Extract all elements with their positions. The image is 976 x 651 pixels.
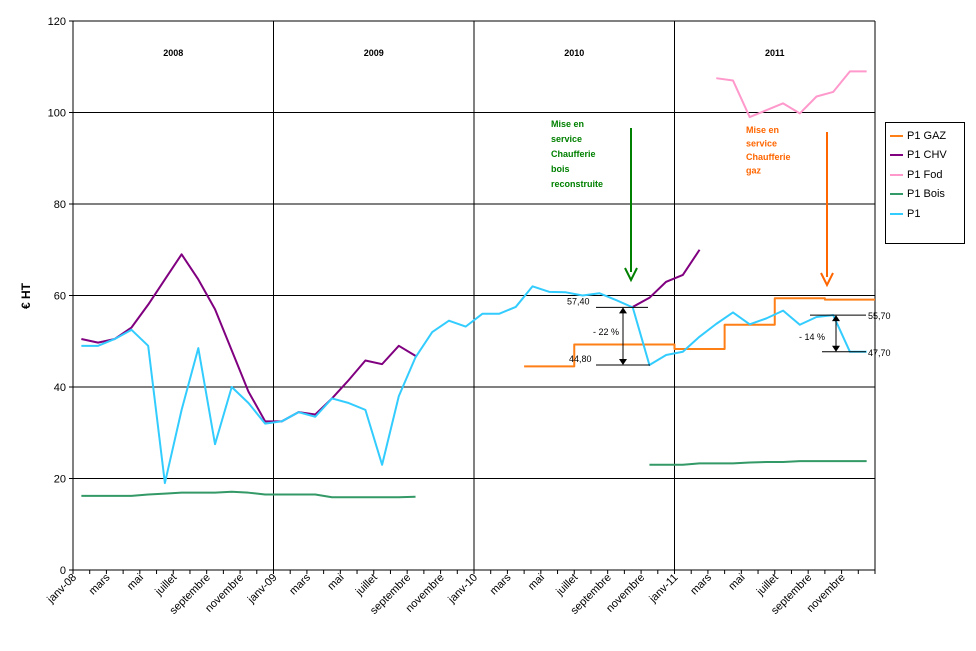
series-p1-bois bbox=[81, 460, 867, 499]
y-tick-label: 20 bbox=[54, 474, 66, 486]
x-tick-label: mars bbox=[287, 571, 313, 597]
callout-gaz-text: Mise en bbox=[746, 125, 779, 135]
series-p1-fod bbox=[716, 70, 867, 119]
y-axis-label: € HT bbox=[19, 282, 33, 309]
value-label-44: 44,80 bbox=[569, 354, 592, 364]
legend-item: P1 Fod bbox=[890, 165, 964, 185]
bracket-arrowhead-up bbox=[832, 315, 840, 322]
callout-bois-text: bois bbox=[551, 164, 570, 174]
legend-swatch bbox=[890, 154, 903, 157]
bracket-arrowhead-down bbox=[832, 345, 840, 352]
x-tick-label: juillet bbox=[152, 572, 179, 599]
legend-label: P1 bbox=[907, 207, 921, 220]
legend-label: P1 CHV bbox=[907, 149, 947, 162]
legend-swatch bbox=[890, 134, 903, 137]
y-tick-label: 80 bbox=[54, 199, 66, 211]
series-line bbox=[81, 253, 417, 423]
series-p1 bbox=[81, 285, 867, 485]
legend-item: P1 CHV bbox=[890, 146, 964, 166]
x-tick-label: juillet bbox=[353, 572, 380, 599]
callout-gaz-arrowhead bbox=[820, 272, 834, 288]
y-tick-label: 0 bbox=[60, 565, 66, 577]
legend-swatch bbox=[890, 173, 903, 176]
x-tick-label: mai bbox=[526, 572, 547, 593]
y-tick-label: 60 bbox=[54, 291, 66, 303]
y-tick-label: 120 bbox=[48, 16, 66, 28]
value-label-55: 55,70 bbox=[868, 311, 891, 321]
legend-label: P1 GAZ bbox=[907, 129, 947, 142]
x-tick-label: janv-11 bbox=[646, 572, 680, 606]
series-line bbox=[81, 490, 416, 499]
series-line bbox=[524, 297, 875, 368]
callout-bois-text: Mise en bbox=[551, 119, 584, 129]
x-tick-label: mai bbox=[325, 572, 346, 593]
series-line bbox=[632, 249, 701, 308]
year-label: 2008 bbox=[163, 48, 183, 58]
bracket-arrowhead-up bbox=[619, 307, 627, 314]
callout-bois-text: reconstruite bbox=[551, 179, 603, 189]
callout-bois-text: Chaufferie bbox=[551, 149, 596, 159]
bracket-arrowhead-down bbox=[619, 359, 627, 366]
x-tick-label: mars bbox=[87, 571, 113, 597]
legend-swatch bbox=[890, 193, 903, 196]
year-label: 2010 bbox=[564, 48, 584, 58]
callout-gaz-text: Chaufferie bbox=[746, 152, 791, 162]
legend: P1 GAZ P1 CHV P1 Fod P1 Bois P1 bbox=[885, 122, 965, 244]
series-line bbox=[649, 460, 867, 466]
value-label-47: 47,70 bbox=[868, 348, 891, 358]
y-tick-label: 40 bbox=[54, 382, 66, 394]
callout-gaz-text: gaz bbox=[746, 166, 762, 176]
legend-swatch bbox=[890, 212, 903, 215]
x-tick-label: janv-09 bbox=[245, 572, 280, 607]
legend-label: P1 Bois bbox=[907, 188, 945, 201]
x-tick-label: mars bbox=[688, 571, 714, 597]
x-tick-label: mai bbox=[125, 572, 146, 593]
series-line bbox=[716, 70, 867, 119]
x-tick-label: juillet bbox=[754, 572, 781, 599]
x-tick-label: janv-10 bbox=[445, 572, 480, 607]
x-tick-label: juillet bbox=[553, 572, 580, 599]
legend-item: P1 Bois bbox=[890, 185, 964, 205]
y-tick-label: 100 bbox=[48, 108, 66, 120]
callout-bois-arrowhead bbox=[624, 267, 638, 283]
year-label: 2009 bbox=[364, 48, 384, 58]
value-label-57: 57,40 bbox=[567, 296, 590, 306]
callout-bois-text: service bbox=[551, 134, 582, 144]
legend-item: P1 GAZ bbox=[890, 126, 964, 146]
percent-label-14: - 14 % bbox=[799, 332, 825, 342]
legend-item: P1 bbox=[890, 204, 964, 224]
year-label: 2011 bbox=[765, 48, 785, 58]
x-tick-label: mars bbox=[488, 571, 514, 597]
x-tick-label: mai bbox=[726, 572, 747, 593]
legend-label: P1 Fod bbox=[907, 168, 943, 181]
percent-label-22: - 22 % bbox=[593, 327, 619, 337]
series-line bbox=[81, 285, 867, 485]
callout-gaz-text: service bbox=[746, 139, 777, 149]
